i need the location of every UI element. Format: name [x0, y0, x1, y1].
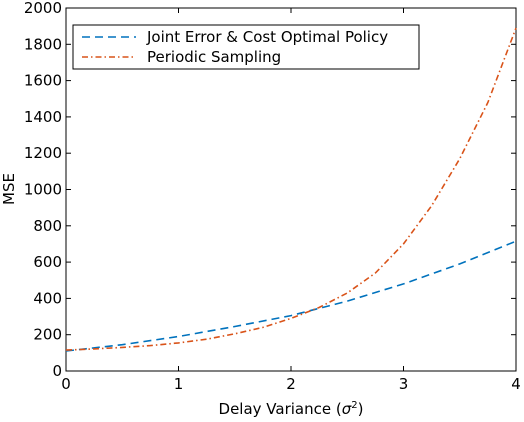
data-point [65, 349, 67, 351]
data-point [403, 283, 405, 285]
y-tick-label: 2000 [24, 0, 62, 17]
y-axis-label: MSE [0, 173, 18, 205]
data-point [290, 318, 292, 320]
data-point [375, 272, 377, 274]
y-tick-label: 200 [33, 326, 62, 344]
x-axis-label: Delay Variance (σ2) [219, 400, 364, 418]
legend-label-joint-error-cost: Joint Error & Cost Optimal Policy [146, 28, 388, 46]
x-tick-label: 3 [399, 375, 409, 393]
data-point [346, 292, 348, 294]
y-tick-label: 1200 [24, 144, 62, 162]
y-tick-label: 600 [33, 253, 62, 271]
data-point [262, 327, 264, 329]
data-point [346, 300, 348, 302]
y-tick-label: 800 [33, 217, 62, 235]
data-point [121, 347, 123, 349]
legend-box [72, 24, 420, 70]
data-point [515, 27, 517, 29]
x-tick-label: 4 [511, 375, 521, 393]
x-tick-label: 2 [286, 375, 296, 393]
x-tick-label: 0 [61, 375, 71, 393]
data-point [431, 205, 433, 207]
y-tick-label: 1800 [24, 35, 62, 53]
data-point [234, 333, 236, 335]
data-point [459, 158, 461, 160]
data-point [515, 240, 517, 242]
data-point [178, 336, 180, 338]
y-tick-label: 400 [33, 289, 62, 307]
series-line-joint-error-cost [65, 240, 517, 352]
data-point [121, 344, 123, 346]
data-point [206, 338, 208, 340]
data-point [318, 307, 320, 309]
y-tick-label: 1600 [24, 72, 62, 90]
y-tick-label: 1400 [24, 108, 62, 126]
legend-label-periodic-sampling: Periodic Sampling [147, 48, 281, 66]
data-point [93, 348, 95, 350]
x-axis-ticks: 0 1 2 3 4 [61, 8, 521, 393]
x-tick-label: 1 [174, 375, 184, 393]
data-point [290, 315, 292, 317]
data-point [459, 263, 461, 265]
legend: Joint Error & Cost Optimal Policy Period… [72, 24, 420, 70]
y-axis-ticks: 0 200 400 600 800 1000 1200 1400 1600 1800 2000 [24, 0, 516, 380]
y-tick-label: 1000 [24, 181, 62, 199]
data-point [403, 243, 405, 245]
y-tick-label: 0 [52, 362, 62, 380]
data-point [234, 326, 236, 328]
series-lines [65, 27, 517, 352]
data-point [150, 345, 152, 347]
data-point [178, 342, 180, 344]
data-point [487, 102, 489, 104]
